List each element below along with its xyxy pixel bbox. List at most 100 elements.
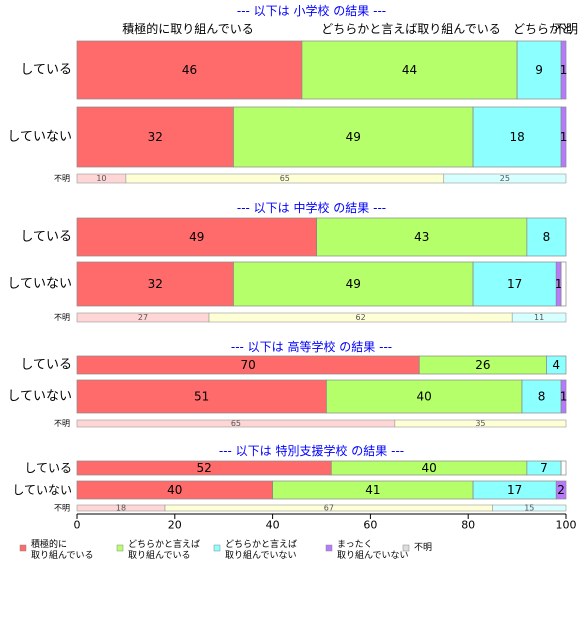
unknown-data-label: 27 xyxy=(138,313,148,322)
group-title: --- 以下は 特別支援学校 の結果 --- xyxy=(219,443,404,458)
data-label: 17 xyxy=(507,483,522,497)
legend-swatch xyxy=(116,544,124,552)
legend-label-line: 取り組んでいない xyxy=(337,549,409,561)
bar-segment xyxy=(526,217,567,257)
data-label: 18 xyxy=(509,130,524,144)
data-label: 32 xyxy=(148,130,163,144)
unknown-label: 不明 xyxy=(54,504,70,513)
legend-item: 不明 xyxy=(402,542,432,553)
row-label: している xyxy=(20,358,72,373)
x-tick-label: 80 xyxy=(461,519,475,532)
unknown-segment xyxy=(492,504,567,512)
legend-label-line: どちらかと言えば xyxy=(128,538,200,550)
legend-swatch xyxy=(325,544,333,552)
unknown-data-label: 15 xyxy=(524,504,534,513)
category-header-label: どちらかと xyxy=(513,22,573,36)
unknown-label: 不明 xyxy=(54,313,70,322)
data-label: 49 xyxy=(346,130,361,144)
data-label: 40 xyxy=(421,461,436,475)
data-label: 51 xyxy=(194,390,209,404)
group-title: --- 以下は 中学校 の結果 --- xyxy=(237,200,386,215)
unknown-data-label: 65 xyxy=(231,419,241,428)
legend-label-line: どちらかと言えば xyxy=(225,538,297,550)
unknown-data-label: 10 xyxy=(96,174,106,183)
bar-segment xyxy=(233,261,474,307)
legend: 積極的に取り組んでいるどちらかと言えば取り組んでいるどちらかと言えば取り組んでい… xyxy=(19,538,432,561)
data-label: 52 xyxy=(196,461,211,475)
data-label: 1 xyxy=(555,277,563,291)
legend-label: どちらかと言えば取り組んでいない xyxy=(225,538,297,561)
unknown-data-label: 65 xyxy=(280,174,290,183)
data-label: 8 xyxy=(543,230,551,244)
legend-label-line: 取り組んでいない xyxy=(225,549,297,561)
unknown-data-label: 25 xyxy=(500,174,510,183)
data-label: 46 xyxy=(182,63,197,77)
data-label: 44 xyxy=(402,63,417,77)
group-title: --- 以下は 高等学校 の結果 --- xyxy=(231,339,392,354)
bar-segment xyxy=(521,379,562,414)
data-label: 7 xyxy=(540,461,548,475)
data-label: 1 xyxy=(560,63,568,77)
bar-segment xyxy=(560,106,567,168)
data-label: 49 xyxy=(189,230,204,244)
unknown-segment xyxy=(394,419,567,428)
chart-group: --- 以下は 高等学校 の結果 --- している 70 26 4 していない 51 40 8 1… xyxy=(7,339,567,428)
chart-group: --- 以下は 特別支援学校 の結果 --- している 52 40 7 していない 40 41… xyxy=(12,443,567,513)
x-tick-label: 60 xyxy=(363,519,377,532)
category-header-label: 不明 xyxy=(554,22,578,36)
data-label: 4 xyxy=(552,358,560,372)
bar-segment xyxy=(472,106,562,168)
legend-label-line: 取り組んでいる xyxy=(31,549,94,561)
data-label: 9 xyxy=(535,63,543,77)
row-label: している xyxy=(20,230,72,245)
data-label: 26 xyxy=(475,358,490,372)
legend-item: どちらかと言えば取り組んでいない xyxy=(213,538,297,561)
data-label: 2 xyxy=(557,483,565,497)
bar-segment xyxy=(326,379,523,414)
unknown-data-label: 62 xyxy=(356,313,366,322)
unknown-segment xyxy=(443,173,567,184)
data-label: 1 xyxy=(560,390,568,404)
row-label: していない xyxy=(7,277,72,292)
bar-segment xyxy=(560,379,567,414)
chart-group: --- 以下は 小学校 の結果 --- している 46 44 9 1 していない 32 49 18… xyxy=(7,3,568,184)
bar-segment xyxy=(516,40,562,100)
bar-segment xyxy=(301,40,518,100)
row-label: していない xyxy=(7,130,72,145)
data-label: 32 xyxy=(148,277,163,291)
legend-item: 積極的に取り組んでいる xyxy=(19,538,94,561)
bar-segment xyxy=(316,217,528,257)
legend-label-line: 取り組んでいる xyxy=(128,549,191,561)
legend-item: どちらかと言えば取り組んでいる xyxy=(116,538,200,561)
legend-label-line: 積極的に xyxy=(31,538,67,550)
legend-swatch xyxy=(19,544,27,552)
unknown-label: 不明 xyxy=(54,419,70,428)
bar-remainder xyxy=(560,460,567,476)
unknown-data-label: 67 xyxy=(324,504,334,513)
row-label: していない xyxy=(7,389,72,404)
unknown-segment xyxy=(511,312,567,323)
unknown-label: 不明 xyxy=(54,174,70,183)
legend-label: 積極的に取り組んでいる xyxy=(31,538,94,561)
legend-label: どちらかと言えば取り組んでいる xyxy=(128,538,200,561)
bar-segment xyxy=(233,106,474,168)
bar-segment xyxy=(560,40,567,100)
data-label: 70 xyxy=(241,358,256,372)
x-tick-label: 40 xyxy=(266,519,280,532)
row-label: している xyxy=(24,461,72,475)
row-label: している xyxy=(20,63,72,78)
data-label: 49 xyxy=(346,277,361,291)
data-label: 40 xyxy=(417,390,432,404)
legend-label-line: まったく xyxy=(337,539,373,550)
data-label: 41 xyxy=(365,483,380,497)
unknown-data-label: 11 xyxy=(534,313,544,322)
category-header-label: どちらかと言えば取り組んでいる xyxy=(321,22,500,36)
x-tick-label: 0 xyxy=(74,519,81,532)
legend-swatch xyxy=(213,544,221,552)
x-axis: 0 20 40 60 80 100 xyxy=(74,513,577,532)
data-label: 17 xyxy=(507,277,522,291)
unknown-data-label: 18 xyxy=(116,504,126,513)
group-title: --- 以下は 小学校 の結果 --- xyxy=(237,3,386,18)
